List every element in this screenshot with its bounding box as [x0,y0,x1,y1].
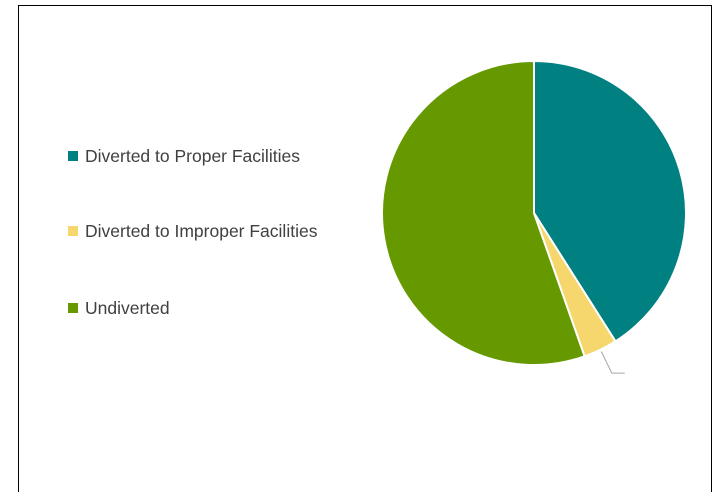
leader-line [600,351,625,374]
legend-item: Diverted to Improper Facilities [68,218,336,244]
legend-label: Diverted to Improper Facilities [85,221,318,241]
legend-label: Undiverted [85,298,170,318]
pie-slice [381,59,586,366]
legend-label: Diverted to Proper Facilities [85,146,300,166]
legend-swatch [68,151,78,161]
legend-swatch [68,226,78,236]
frame [18,5,712,492]
legend-item: Undiverted [68,295,336,321]
legend-item: Diverted to Proper Facilities [68,143,336,169]
legend-swatch [68,303,78,313]
